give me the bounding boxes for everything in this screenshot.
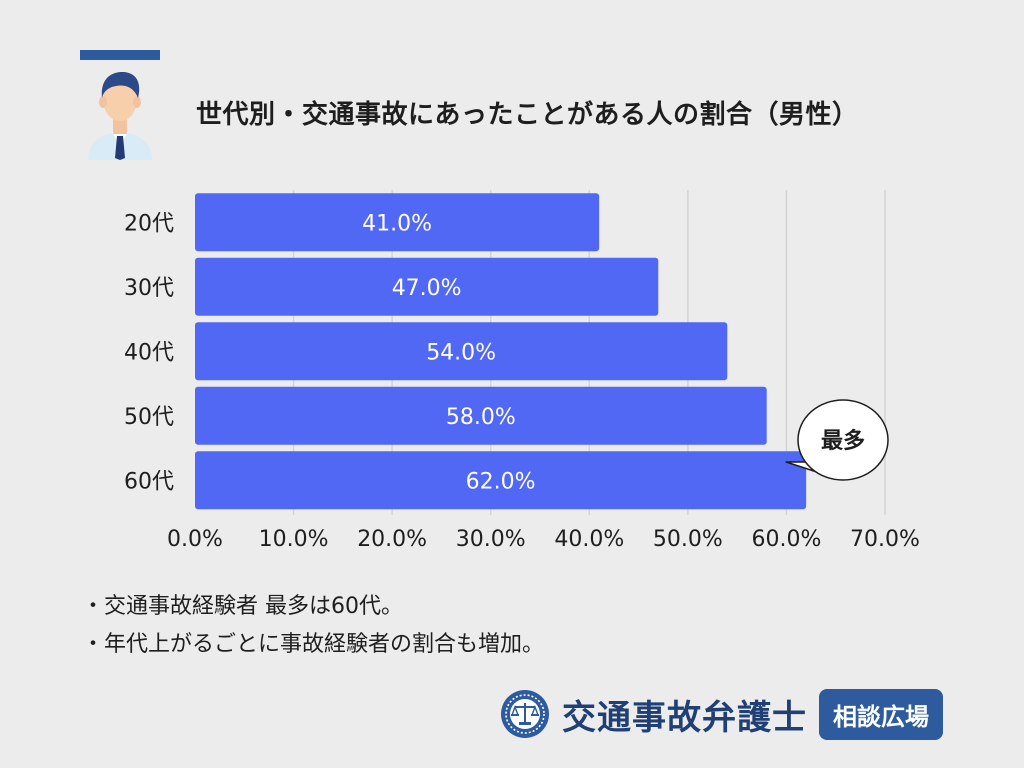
x-tick-label: 50.0% [653, 527, 723, 552]
bar-data-label: 47.0% [392, 276, 462, 301]
businessman-avatar-icon [88, 72, 152, 160]
bars: 41.0% 47.0% 54.0% 58.0% 62.0% [195, 193, 807, 510]
brand-footer: 交通事故弁護士 相談広場 [500, 688, 943, 740]
x-tick-label: 40.0% [554, 527, 624, 552]
bar [195, 257, 659, 316]
bar [195, 451, 807, 510]
x-tick-label: 70.0% [850, 527, 920, 552]
summary-notes: ・交通事故経験者 最多は60代。 ・年代上がるごとに事故経験者の割合も増加。 [82, 588, 544, 664]
x-tick-label: 60.0% [751, 527, 821, 552]
bar [195, 386, 767, 445]
category-labels: 20代 30代 40代 50代 60代 [124, 211, 174, 494]
chart-title: 世代別・交通事故にあったことがある人の割合（男性） [196, 100, 859, 130]
bar-data-label: 62.0% [466, 469, 536, 494]
callout-seam [810, 462, 830, 476]
summary-note-text: 交通事故経験者 最多は60代。 [104, 594, 403, 619]
x-tick-label: 0.0% [167, 527, 223, 552]
bullet-marker: ・ [82, 632, 105, 657]
title-accent-bar [80, 50, 160, 60]
x-axis-tick-labels: 0.0% 10.0% 20.0% 30.0% 40.0% 50.0% 60.0% 70.0% [167, 527, 920, 552]
bullet-marker: ・ [82, 594, 105, 619]
callout-bubble: 最多 [785, 399, 889, 481]
category-label: 20代 [124, 211, 174, 236]
bar-data-label: 58.0% [446, 405, 516, 430]
brand-tag: 相談広場 [819, 688, 943, 740]
summary-note-text: 年代上がるごとに事故経験者の割合も増加。 [104, 632, 545, 657]
callout-ellipse [797, 399, 889, 481]
scales-of-justice-icon [501, 690, 549, 738]
x-tick-label: 30.0% [456, 527, 526, 552]
category-label: 50代 [124, 405, 174, 430]
bar [195, 322, 728, 381]
x-tick-label: 10.0% [259, 527, 329, 552]
category-label: 40代 [124, 340, 174, 365]
brand-name: 交通事故弁護士 [562, 697, 807, 738]
callout-text: 最多 [821, 428, 865, 454]
bar-data-label: 54.0% [426, 340, 496, 365]
category-label: 60代 [124, 469, 174, 494]
bar [195, 193, 600, 252]
x-tick-label: 20.0% [357, 527, 427, 552]
summary-note: ・交通事故経験者 最多は60代。 [82, 588, 544, 626]
summary-note: ・年代上がるごとに事故経験者の割合も増加。 [82, 626, 544, 664]
category-label: 30代 [124, 276, 174, 301]
bar-data-label: 41.0% [362, 211, 432, 236]
